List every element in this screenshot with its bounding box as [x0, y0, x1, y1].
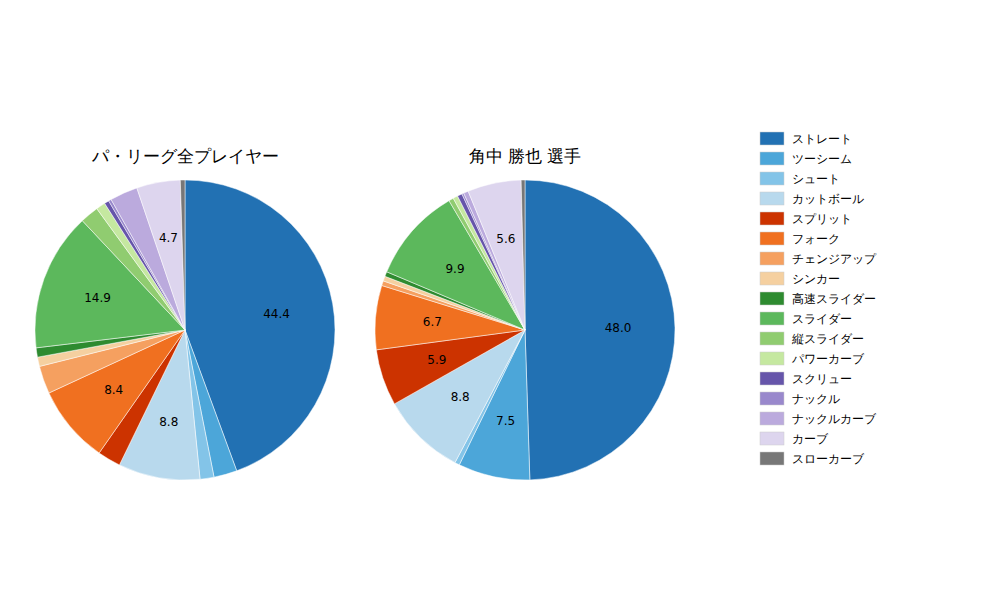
legend-swatch [760, 172, 784, 185]
legend-label: ストレート [792, 132, 852, 146]
legend-label: ツーシーム [792, 152, 852, 166]
legend-item: フォーク [760, 232, 840, 246]
legend-item: 高速スライダー [760, 292, 876, 306]
data-label: 5.6 [496, 232, 515, 246]
chart-title: パ・リーグ全プレイヤー [91, 146, 279, 166]
pie-slice [137, 180, 185, 330]
legend-swatch [760, 152, 784, 165]
legend-item: ストレート [760, 132, 852, 146]
pie-chart: パ・リーグ全プレイヤー 44.4 8.8 8.4 14.9 4.7 [35, 146, 335, 480]
legend-label: スローカーブ [792, 452, 865, 466]
legend-item: スローカーブ [760, 452, 865, 466]
pie-slice [521, 180, 525, 330]
legend-swatch [760, 452, 784, 465]
legend-item: カーブ [760, 432, 829, 446]
slices [35, 180, 335, 480]
legend-label: シンカー [792, 272, 840, 286]
pie-chart: 角中 勝也 選手 48.0 7.5 8.8 5.9 6.7 9.9 5.6 [375, 146, 675, 480]
legend-swatch [760, 332, 784, 345]
data-label: 8.8 [159, 415, 178, 429]
legend-swatch [760, 212, 784, 225]
data-label: 5.9 [427, 353, 446, 367]
pie-slice [525, 180, 675, 480]
data-label: 44.4 [263, 307, 290, 321]
data-label: 8.4 [104, 383, 123, 397]
legend-label: カーブ [792, 432, 829, 446]
data-label: 7.5 [496, 414, 515, 428]
legend-item: ナックルカーブ [760, 412, 877, 426]
legend-swatch [760, 232, 784, 245]
legend-swatch [760, 412, 784, 425]
legend-item: ツーシーム [760, 152, 852, 166]
legend: ストレートツーシームシュートカットボールスプリットフォークチェンジアップシンカー… [760, 132, 877, 466]
pie-slice [180, 180, 185, 330]
legend-item: スプリット [760, 212, 852, 226]
legend-label: カットボール [792, 192, 864, 206]
data-label: 4.7 [159, 231, 178, 245]
legend-item: スライダー [760, 312, 852, 326]
legend-label: パワーカーブ [791, 352, 865, 366]
data-label: 14.9 [84, 291, 111, 305]
legend-swatch [760, 272, 784, 285]
slices [375, 180, 675, 480]
legend-item: 縦スライダー [760, 332, 864, 346]
pie-slice [468, 180, 525, 330]
data-label: 48.0 [605, 321, 632, 335]
legend-item: パワーカーブ [760, 352, 865, 366]
legend-item: スクリュー [760, 372, 852, 386]
legend-label: チェンジアップ [792, 252, 877, 266]
legend-label: 縦スライダー [791, 332, 864, 346]
legend-swatch [760, 292, 784, 305]
legend-label: シュート [792, 172, 840, 186]
legend-item: シンカー [760, 272, 840, 286]
legend-label: スプリット [792, 212, 852, 226]
legend-item: ナックル [760, 392, 840, 406]
legend-label: スライダー [792, 312, 852, 326]
legend-swatch [760, 312, 784, 325]
legend-swatch [760, 432, 784, 445]
legend-swatch [760, 392, 784, 405]
legend-label: 高速スライダー [792, 292, 876, 306]
chart-title: 角中 勝也 選手 [469, 146, 582, 166]
legend-item: シュート [760, 172, 840, 186]
legend-label: ナックル [792, 392, 840, 406]
legend-swatch [760, 192, 784, 205]
legend-label: スクリュー [792, 372, 852, 386]
legend-label: フォーク [792, 232, 840, 246]
legend-item: チェンジアップ [760, 252, 877, 266]
legend-swatch [760, 352, 784, 365]
data-label: 6.7 [423, 315, 442, 329]
legend-swatch [760, 132, 784, 145]
legend-swatch [760, 372, 784, 385]
data-labels: 48.0 7.5 8.8 5.9 6.7 9.9 5.6 [423, 232, 632, 428]
data-label: 9.9 [445, 262, 464, 276]
legend-item: カットボール [760, 192, 864, 206]
legend-label: ナックルカーブ [792, 412, 877, 426]
chart-root: パ・リーグ全プレイヤー 44.4 8.8 8.4 14.9 4.7 角中 勝也 選手 48.0… [0, 0, 1000, 600]
legend-swatch [760, 252, 784, 265]
data-labels: 44.4 8.8 8.4 14.9 4.7 [84, 231, 290, 428]
data-label: 8.8 [451, 390, 470, 404]
